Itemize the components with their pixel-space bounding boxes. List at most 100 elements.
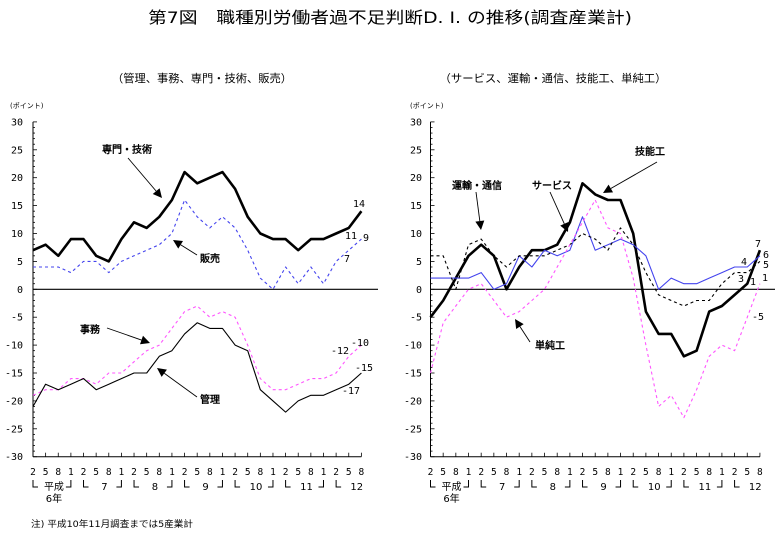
x-tick-label-month: 1 xyxy=(169,467,175,478)
data-point xyxy=(492,299,495,302)
x-tick-label-month: 2 xyxy=(30,467,36,478)
data-point xyxy=(454,277,457,280)
data-point xyxy=(530,266,533,269)
series-name-label: 技能工 xyxy=(635,145,665,158)
data-point xyxy=(670,332,673,335)
data-point xyxy=(272,388,275,391)
y-tick-label: -10 xyxy=(5,341,23,352)
arrow-head-icon xyxy=(173,240,184,249)
data-point xyxy=(556,254,559,257)
data-point xyxy=(57,254,60,257)
year-bracket-end xyxy=(716,480,723,488)
data-point xyxy=(720,271,723,274)
x-tick-label-month: 1 xyxy=(466,467,472,478)
data-point xyxy=(746,282,749,285)
x-tick-label-month: 1 xyxy=(618,467,624,478)
y-tick-label: -15 xyxy=(404,369,422,380)
x-tick-label-month: 2 xyxy=(283,467,289,478)
data-point xyxy=(183,332,186,335)
year-group-label: 8 xyxy=(550,482,556,493)
data-point xyxy=(442,321,445,324)
x-tick-label-month: 8 xyxy=(757,467,763,478)
x-tick-label-month: 5 xyxy=(194,467,200,478)
x-tick-label-month: 8 xyxy=(453,467,459,478)
x-tick-label-month: 2 xyxy=(580,467,586,478)
year-bracket-start xyxy=(184,480,190,488)
data-point xyxy=(32,249,35,252)
year-group-label: 12 xyxy=(350,482,363,493)
data-point xyxy=(120,377,123,380)
data-point xyxy=(429,316,432,319)
x-tick-label-month: 8 xyxy=(106,467,112,478)
data-point xyxy=(158,243,161,246)
data-point xyxy=(44,243,47,246)
data-point xyxy=(208,327,211,330)
data-point xyxy=(632,232,635,235)
year-bracket-end xyxy=(564,480,571,488)
year-bracket-end xyxy=(65,480,72,488)
x-tick-label-month: 8 xyxy=(554,467,560,478)
data-point xyxy=(322,282,325,285)
year-bracket-start xyxy=(683,480,689,488)
data-point xyxy=(505,282,508,285)
x-tick-label-month: 1 xyxy=(68,467,74,478)
data-point xyxy=(492,254,495,257)
data-point xyxy=(322,238,325,241)
x-tick-label-month: 8 xyxy=(257,467,263,478)
data-point xyxy=(720,344,723,347)
x-tick-label-month: 5 xyxy=(346,467,352,478)
data-point xyxy=(530,249,533,252)
data-point xyxy=(44,388,47,391)
y-tick-label: -15 xyxy=(5,369,23,380)
data-point xyxy=(82,377,85,380)
data-point xyxy=(32,394,35,397)
data-point xyxy=(758,282,761,285)
y-tick-label: -10 xyxy=(404,341,422,352)
data-point xyxy=(644,344,647,347)
series-name-label: 単純工 xyxy=(535,339,565,352)
x-tick-label-month: 5 xyxy=(43,467,49,478)
data-point xyxy=(208,226,211,229)
series-line-0 xyxy=(32,170,363,263)
data-point xyxy=(594,249,597,252)
data-point xyxy=(309,266,312,269)
series-line-1 xyxy=(430,216,761,290)
series-label-arrow-line xyxy=(549,191,565,224)
data-point xyxy=(145,226,148,229)
data-point xyxy=(619,232,622,235)
data-point xyxy=(708,355,711,358)
year-bracket-end xyxy=(267,480,274,488)
chart-right-service-transport-skilled-unskilled: （サービス、運輸・通信、技能工、単純工）(ポイント)302520151050-5… xyxy=(404,71,775,505)
data-point xyxy=(746,271,749,274)
arrow-head-icon xyxy=(140,335,150,345)
data-point xyxy=(581,221,584,224)
data-point xyxy=(682,282,685,285)
data-point xyxy=(682,355,685,358)
data-point xyxy=(581,232,584,235)
data-point xyxy=(360,210,363,213)
data-point xyxy=(57,266,60,269)
arrow-head-icon xyxy=(603,184,614,193)
data-point xyxy=(733,266,736,269)
data-point xyxy=(746,316,749,319)
data-point xyxy=(297,249,300,252)
data-point xyxy=(183,199,186,202)
data-point xyxy=(568,221,571,224)
data-value-label: 7 xyxy=(344,254,350,265)
x-tick-label-month: 2 xyxy=(478,467,484,478)
year-group-label: 11 xyxy=(699,482,712,493)
data-point xyxy=(530,254,533,257)
data-point xyxy=(133,372,136,375)
data-point xyxy=(69,238,72,241)
data-point xyxy=(221,327,224,330)
x-tick-label-month: 8 xyxy=(656,467,662,478)
data-point xyxy=(347,226,350,229)
data-point xyxy=(733,293,736,296)
data-point xyxy=(632,243,635,246)
data-point xyxy=(758,254,761,257)
year-group-label: 8 xyxy=(152,482,158,493)
data-point xyxy=(170,327,173,330)
data-value-label: 7 xyxy=(755,239,761,250)
series-label-arrow-line xyxy=(610,161,658,189)
